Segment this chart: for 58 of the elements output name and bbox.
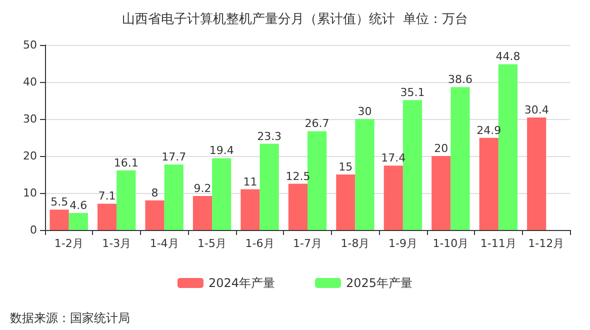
data-label: 17.7 bbox=[162, 150, 186, 164]
data-label: 23.3 bbox=[257, 130, 282, 143]
data-label: 5.5 bbox=[50, 196, 68, 209]
bar bbox=[450, 87, 470, 230]
data-label: 15 bbox=[338, 160, 353, 174]
y-tick-label: 40 bbox=[23, 76, 37, 88]
x-tick-label: 1-6月 bbox=[245, 237, 274, 250]
data-label: 44.8 bbox=[496, 50, 520, 64]
data-label: 7.1 bbox=[98, 190, 116, 203]
chart-title: 山西省电子计算机整机产量分月（累计值）统计 单位：万台 bbox=[122, 12, 468, 27]
bar bbox=[432, 156, 451, 230]
bar bbox=[479, 138, 498, 230]
bar bbox=[260, 144, 279, 230]
y-tick-label: 30 bbox=[23, 112, 37, 126]
data-label: 11 bbox=[243, 175, 258, 188]
data-label: 38.6 bbox=[448, 73, 472, 86]
data-label: 20 bbox=[434, 142, 448, 155]
bar bbox=[68, 212, 88, 230]
bar bbox=[288, 184, 308, 230]
y-tick-label: 0 bbox=[30, 224, 37, 236]
source-note: 数据来源：国家统计局 bbox=[10, 311, 130, 325]
bar bbox=[98, 204, 117, 230]
bar bbox=[336, 174, 356, 230]
x-tick-label: 1-5月 bbox=[198, 237, 227, 250]
bar bbox=[50, 210, 69, 230]
x-tick-label: 1-7月 bbox=[293, 237, 322, 250]
x-tick-label: 1-3月 bbox=[102, 237, 132, 250]
x-tick-label: 1-10月 bbox=[432, 237, 469, 250]
data-label: 35.1 bbox=[400, 86, 425, 100]
bar bbox=[308, 131, 327, 230]
data-label: 16.1 bbox=[114, 156, 138, 170]
bar bbox=[212, 158, 232, 230]
y-tick-label: 10 bbox=[23, 186, 37, 200]
bar bbox=[527, 118, 546, 230]
x-tick-label: 1-2月 bbox=[54, 237, 84, 250]
data-label: 30 bbox=[358, 105, 372, 118]
legend-label: 2024年产量 bbox=[208, 276, 276, 290]
data-label: 4.6 bbox=[70, 198, 88, 212]
x-tick-label: 1-9月 bbox=[388, 237, 418, 250]
data-label: 19.4 bbox=[209, 144, 234, 158]
bar bbox=[164, 164, 184, 230]
y-tick-label: 20 bbox=[23, 150, 37, 162]
legend-label: 2025年产量 bbox=[346, 276, 413, 290]
bar bbox=[384, 166, 403, 230]
bar bbox=[116, 170, 136, 230]
bar bbox=[240, 189, 260, 230]
data-label: 9.2 bbox=[194, 182, 212, 195]
data-label: 8 bbox=[151, 186, 158, 200]
data-label: 26.7 bbox=[304, 117, 330, 130]
bar bbox=[192, 196, 212, 230]
x-tick-label: 1-4月 bbox=[150, 237, 179, 250]
bar bbox=[355, 119, 374, 230]
x-tick-label: 1-12月 bbox=[528, 237, 564, 250]
bar bbox=[145, 200, 164, 230]
x-tick-label: 1-8月 bbox=[340, 237, 370, 250]
y-tick-label: 50 bbox=[23, 38, 37, 52]
x-tick-label: 1-11月 bbox=[480, 237, 516, 250]
data-label: 30.4 bbox=[524, 104, 549, 117]
